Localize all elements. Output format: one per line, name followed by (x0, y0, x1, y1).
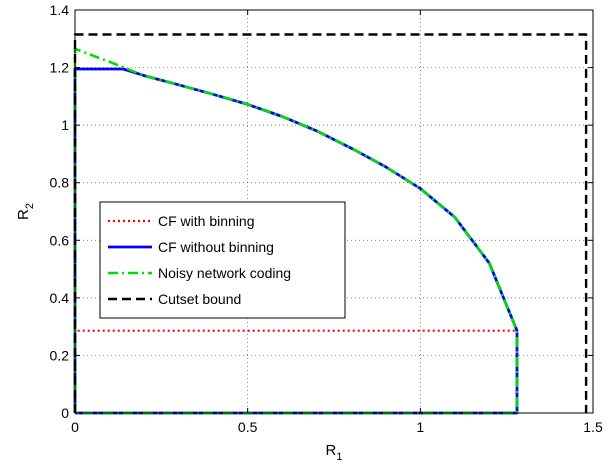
x-axis-label-main: R (326, 442, 337, 459)
y-tick-label: 1.2 (50, 60, 70, 76)
legend: CF with binning CF without binning Noisy n… (99, 201, 346, 319)
legend-label-cf-with-binning: CF with binning (158, 213, 255, 229)
axes-frame (74, 9, 594, 414)
y-tick-label: 0.2 (50, 347, 70, 363)
y-axis-label-subscript: 2 (24, 203, 36, 209)
legend-label-noisy-network-coding: Noisy network coding (158, 265, 291, 281)
y-tick-label: 0.6 (50, 232, 70, 248)
legend-items: CF with binning CF without binning Noisy n… (108, 213, 291, 307)
x-axis-label-subscript: 1 (336, 451, 342, 463)
x-tick-label: 0 (71, 419, 79, 435)
axis-ticks: 0 0.5 1 1.5 0 0.2 0.4 0.6 0.8 1 1.2 1.4 (50, 2, 603, 435)
x-tick-label: 1 (416, 419, 424, 435)
legend-label-cutset-bound: Cutset bound (158, 291, 241, 307)
series-line-noisy-network-coding (73, 47, 519, 415)
y-tick-label: 1.4 (50, 2, 70, 18)
y-tick-label: 0 (61, 405, 69, 421)
y-tick-label: 0.4 (50, 290, 70, 306)
legend-label-cf-without-binning: CF without binning (158, 239, 274, 255)
x-tick-label: 1.5 (583, 419, 603, 435)
y-tick-label: 1 (61, 117, 69, 133)
y-axis-label: R2 (15, 203, 36, 220)
y-axis-label-main: R (15, 209, 32, 220)
y-tick-label: 0.8 (50, 175, 70, 191)
x-axis-label: R1 (326, 442, 343, 463)
x-tick-label: 0.5 (238, 419, 258, 435)
